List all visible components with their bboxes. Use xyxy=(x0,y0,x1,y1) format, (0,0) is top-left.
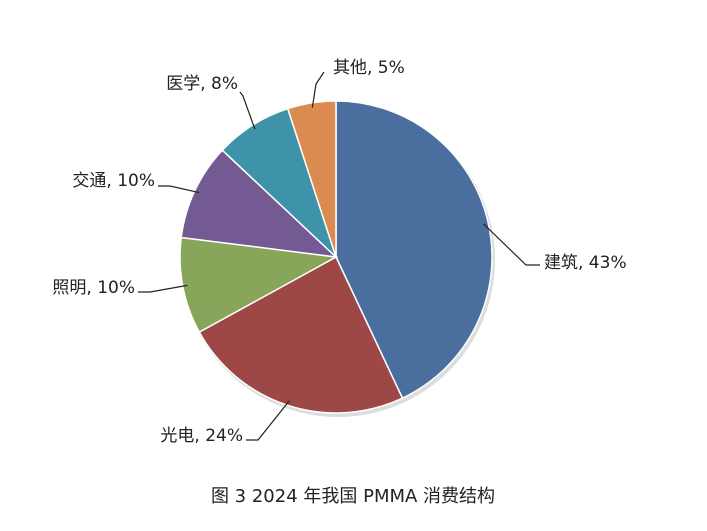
pie-slice xyxy=(335,100,493,400)
chart-title: 图 3 2024 年我国 PMMA 消费结构 xyxy=(211,486,495,507)
pie-slice xyxy=(286,100,337,258)
pie-slice xyxy=(180,149,339,259)
leader-line xyxy=(158,185,200,194)
data-label: 交通, 10% xyxy=(72,171,155,191)
data-label: 照明, 10% xyxy=(52,278,135,298)
leader-line xyxy=(246,400,290,441)
data-label: 医学, 8% xyxy=(166,74,238,94)
pie-slice xyxy=(198,255,404,414)
leader-line xyxy=(138,284,188,293)
leader-line xyxy=(311,71,325,108)
data-label: 其他, 5% xyxy=(333,58,405,78)
leader-line xyxy=(239,91,256,130)
data-label: 光电, 24% xyxy=(160,426,243,446)
leader-line xyxy=(483,223,540,266)
data-label: 建筑, 43% xyxy=(544,253,627,273)
